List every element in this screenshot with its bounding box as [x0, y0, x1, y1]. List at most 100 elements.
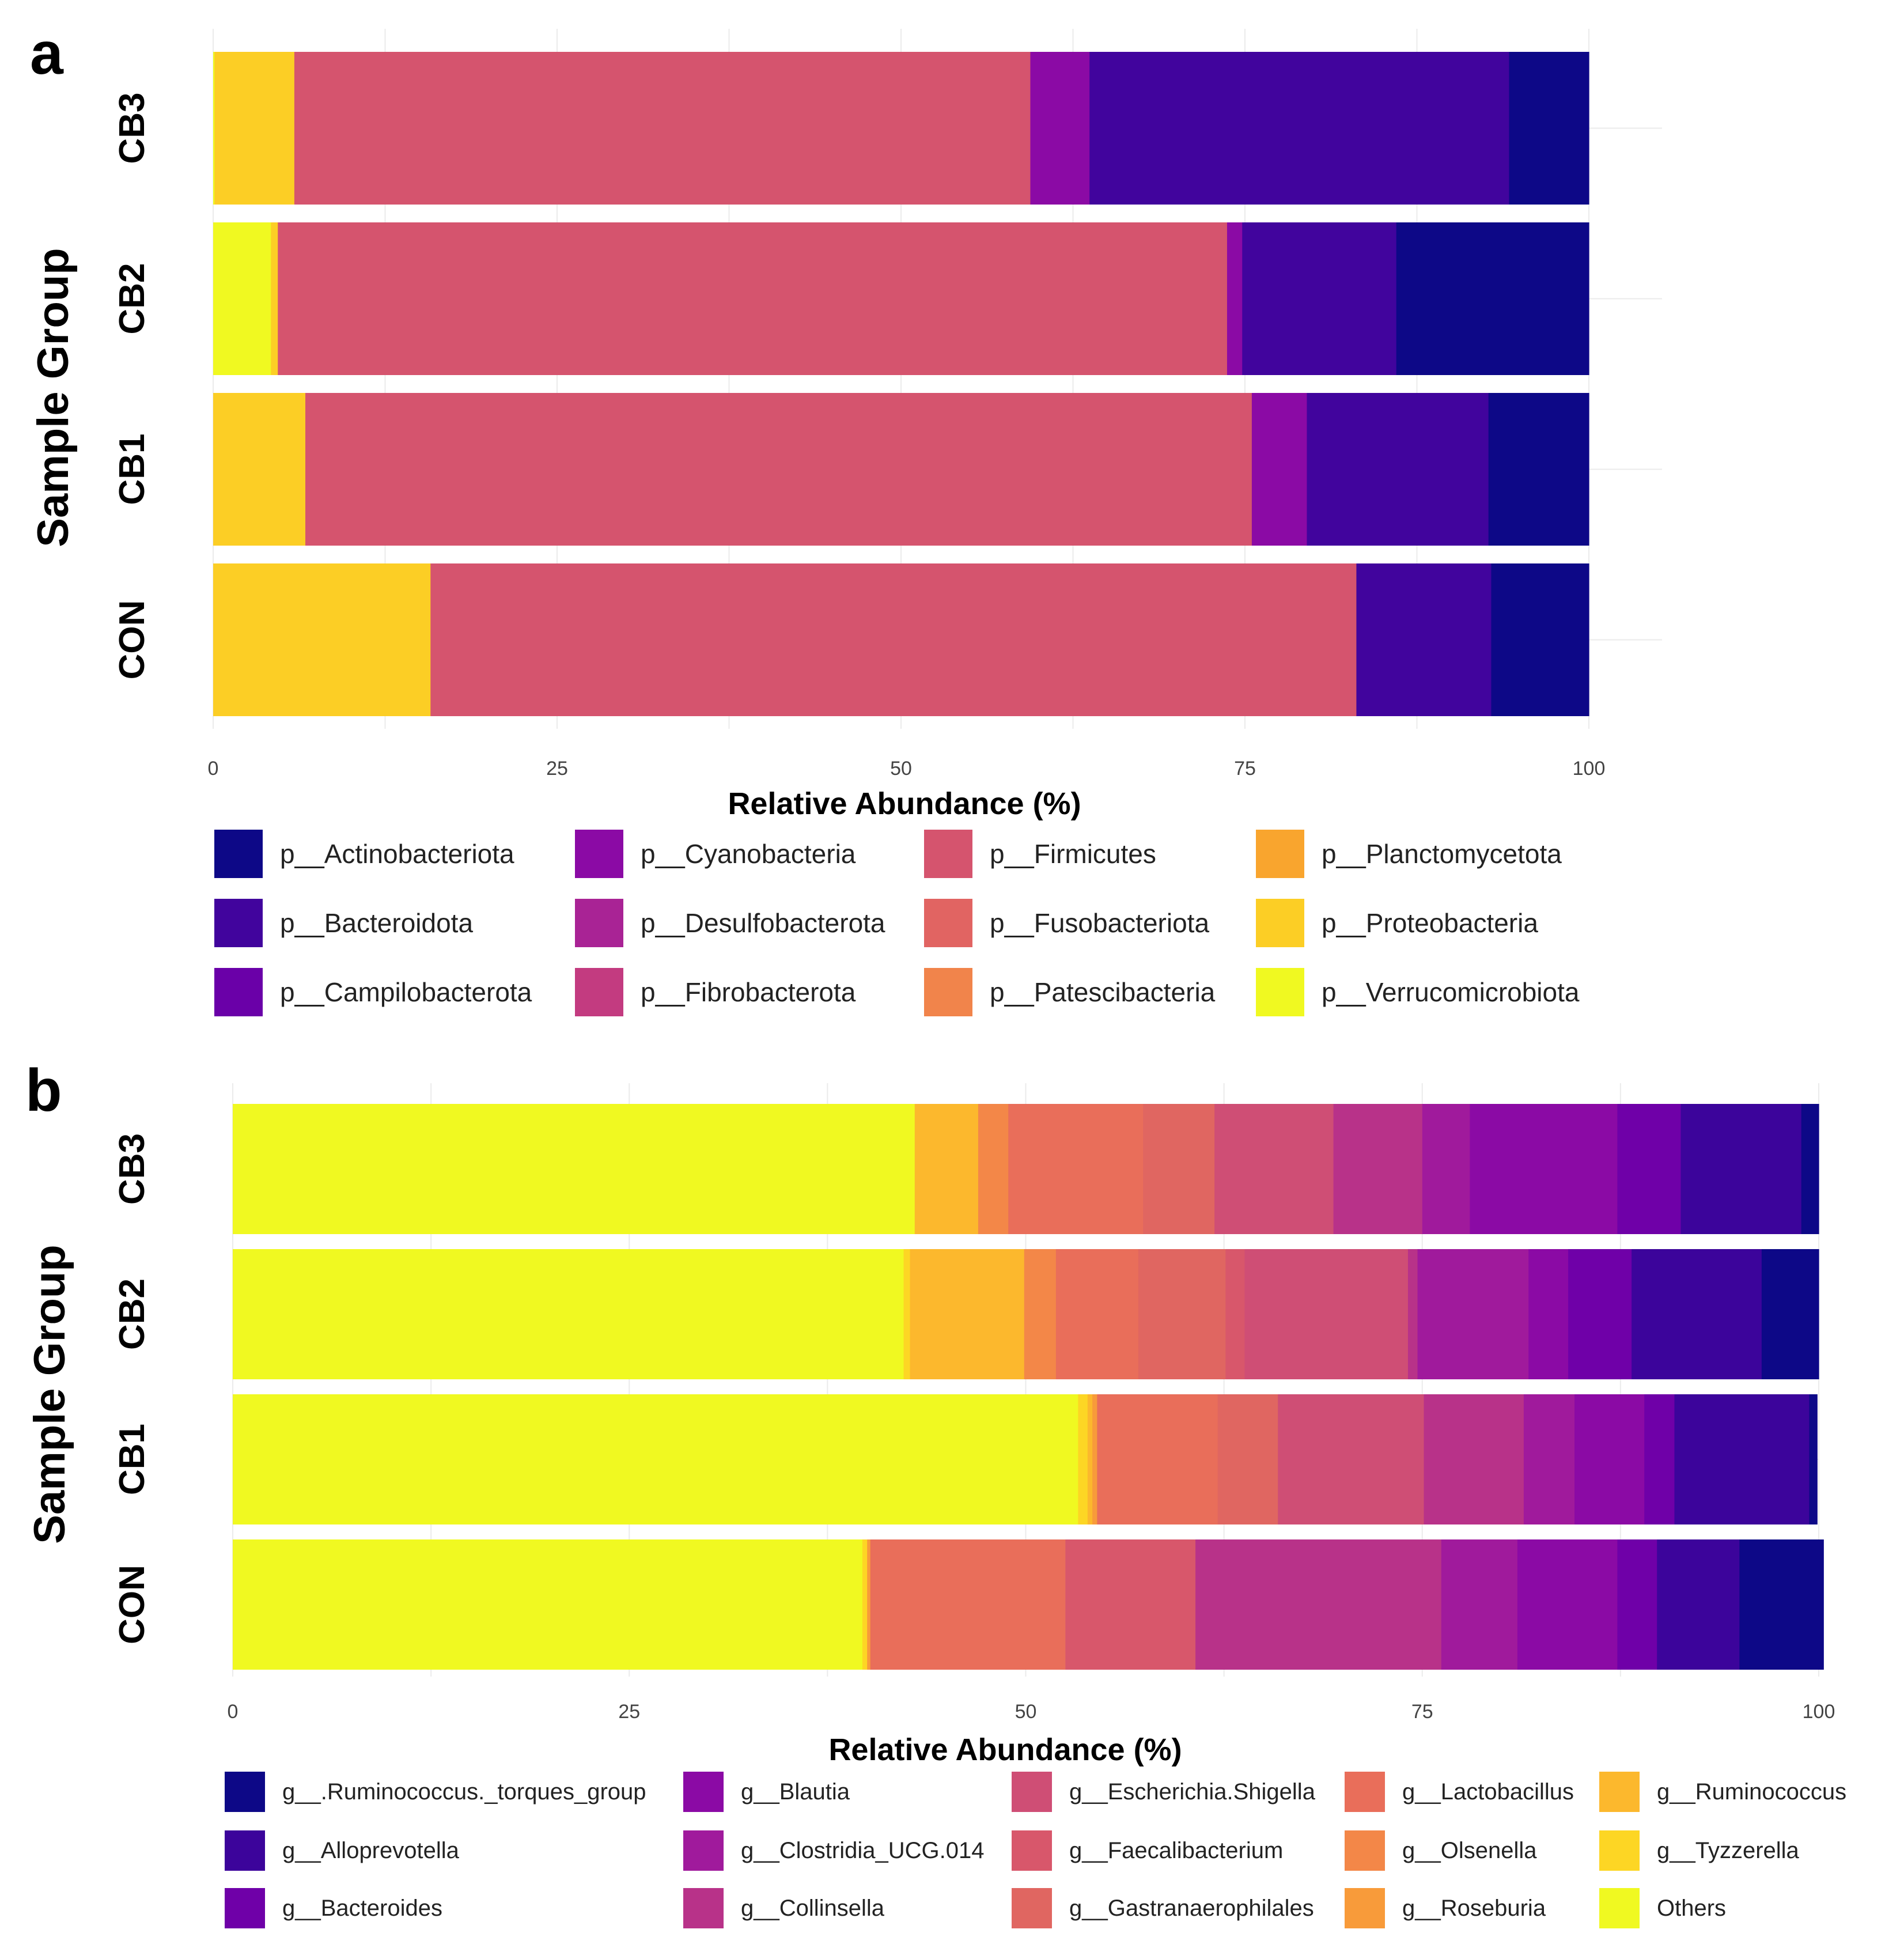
legend-swatch	[214, 968, 263, 1016]
panel-b-x-ticks: 0 25 50 75 100	[228, 1701, 1835, 1723]
legend-item: g__Gastranaerophilales	[1012, 1888, 1314, 1928]
legend-item: g__Bacteroides	[225, 1888, 442, 1928]
legend-label: g__Collinsella	[741, 1896, 885, 1921]
panel-b-x-axis-label: Relative Abundance (%)	[828, 1732, 1182, 1767]
bar-segment	[1523, 1394, 1575, 1524]
panel-a-x-ticks: 0 25 50 75 100	[208, 758, 1606, 780]
bar-segment	[1407, 1249, 1418, 1379]
legend-swatch	[1012, 1888, 1052, 1928]
legend-label: p__Proteobacteria	[1322, 908, 1538, 938]
bar-segment	[1008, 1104, 1144, 1234]
legend-label: p__Desulfobacterota	[641, 908, 885, 938]
legend-item: g__Blautia	[683, 1772, 850, 1812]
legend-label: p__Patescibacteria	[990, 977, 1216, 1007]
legend-label: g__Alloprevotella	[282, 1838, 460, 1863]
bar-segment	[1491, 563, 1589, 716]
bar-segment	[305, 393, 1252, 546]
bar-segment	[1568, 1249, 1632, 1379]
legend-item: p__Campilobacterota	[214, 968, 532, 1016]
category-label: CB1	[112, 433, 152, 505]
bar-segment	[1195, 1539, 1442, 1670]
bar-segment	[214, 52, 295, 205]
bar-segment	[213, 563, 431, 716]
bar-segment	[1528, 1249, 1569, 1379]
legend-swatch	[1599, 1830, 1640, 1871]
legend-item: p__Fibrobacterota	[575, 968, 856, 1016]
bar-segment	[1356, 563, 1492, 716]
legend-swatch	[1345, 1888, 1385, 1928]
legend-label: g__Lactobacillus	[1402, 1779, 1574, 1805]
legend-label: g__Olsenella	[1402, 1838, 1537, 1863]
legend-swatch	[1012, 1830, 1052, 1871]
legend-item: p__Cyanobacteria	[575, 830, 856, 878]
bar-segment	[1024, 1249, 1057, 1379]
bar-segment	[213, 393, 306, 546]
legend-label: p__Verrucomicrobiota	[1322, 977, 1580, 1007]
category-label: CB1	[112, 1424, 152, 1495]
legend-item: g__.Ruminococcus._torques_group	[225, 1772, 646, 1812]
bar-segment	[870, 1539, 1066, 1670]
legend-swatch	[924, 830, 972, 878]
x-tick-label: 75	[1411, 1701, 1433, 1723]
legend-swatch	[924, 968, 972, 1016]
panel-b-category-labels: CB3 CB2 CB1 CON	[112, 1133, 152, 1644]
panel-b-y-axis-label: Sample Group	[25, 1244, 74, 1544]
x-tick-label: 75	[1234, 758, 1256, 780]
legend-item: p__Desulfobacterota	[575, 899, 885, 947]
bar-segment	[1089, 52, 1510, 205]
bar-segment	[278, 222, 1228, 375]
bar-segment	[1097, 1394, 1218, 1524]
bar-segment	[1143, 1104, 1215, 1234]
legend-swatch	[214, 830, 263, 878]
bar-segment	[1644, 1394, 1675, 1524]
legend-label: p__Campilobacterota	[280, 977, 532, 1007]
panel-a-letter: a	[30, 20, 64, 87]
bar-segment	[1680, 1104, 1802, 1234]
legend-label: p__Fibrobacterota	[641, 977, 856, 1007]
bar-segment	[271, 222, 278, 375]
legend-swatch	[683, 1830, 724, 1871]
x-tick-label: 0	[228, 1701, 239, 1723]
bar-segment	[1509, 52, 1589, 205]
x-tick-label: 100	[1803, 1701, 1835, 1723]
bar-segment	[1470, 1104, 1618, 1234]
category-label: CON	[112, 600, 152, 680]
panel-a-legend: p__Actinobacteriota p__Bacteroidota p__Cam…	[214, 830, 1580, 1016]
bar-segment	[1227, 222, 1243, 375]
legend-label: p__Firmicutes	[990, 839, 1156, 869]
legend-label: g__Clostridia_UCG.014	[741, 1838, 984, 1863]
legend-swatch	[225, 1888, 265, 1928]
bar-segment	[1065, 1539, 1196, 1670]
bar-segment	[1396, 222, 1589, 375]
legend-swatch	[575, 830, 623, 878]
legend-item: g__Alloprevotella	[225, 1830, 460, 1871]
legend-item: p__Bacteroidota	[214, 899, 473, 947]
legend-swatch	[225, 1830, 265, 1871]
bar-segment	[213, 52, 215, 205]
bar-segment	[1251, 393, 1308, 546]
panel-b: b Sample Group Relative Abundance (%) CB…	[25, 1057, 1846, 1928]
legend-item: p__Fusobacteriota	[924, 899, 1209, 947]
legend-item: p__Verrucomicrobiota	[1256, 968, 1580, 1016]
bar-segment	[1417, 1249, 1529, 1379]
panel-a-x-axis-label: Relative Abundance (%)	[728, 786, 1081, 821]
legend-item: g__Faecalibacterium	[1012, 1830, 1283, 1871]
legend-swatch	[575, 899, 623, 947]
bar-segment	[1214, 1104, 1334, 1234]
legend-item: p__Planctomycetota	[1256, 830, 1562, 878]
legend-label: Others	[1657, 1896, 1726, 1921]
legend-swatch	[1256, 968, 1304, 1016]
legend-swatch	[1599, 1772, 1640, 1812]
bar-segment	[914, 1104, 979, 1234]
x-tick-label: 25	[618, 1701, 640, 1723]
bar-segment	[1488, 393, 1589, 546]
legend-swatch	[575, 968, 623, 1016]
legend-label: g__Blautia	[741, 1779, 850, 1805]
panel-a-category-labels: CB3 CB2 CB1 CON	[112, 92, 152, 679]
bar-segment	[910, 1249, 1025, 1379]
bar-segment	[903, 1249, 911, 1379]
legend-label: g__Roseburia	[1402, 1896, 1546, 1921]
bar-segment	[1217, 1394, 1278, 1524]
legend-label: g__Tyzzerella	[1657, 1838, 1800, 1863]
legend-swatch	[683, 1772, 724, 1812]
